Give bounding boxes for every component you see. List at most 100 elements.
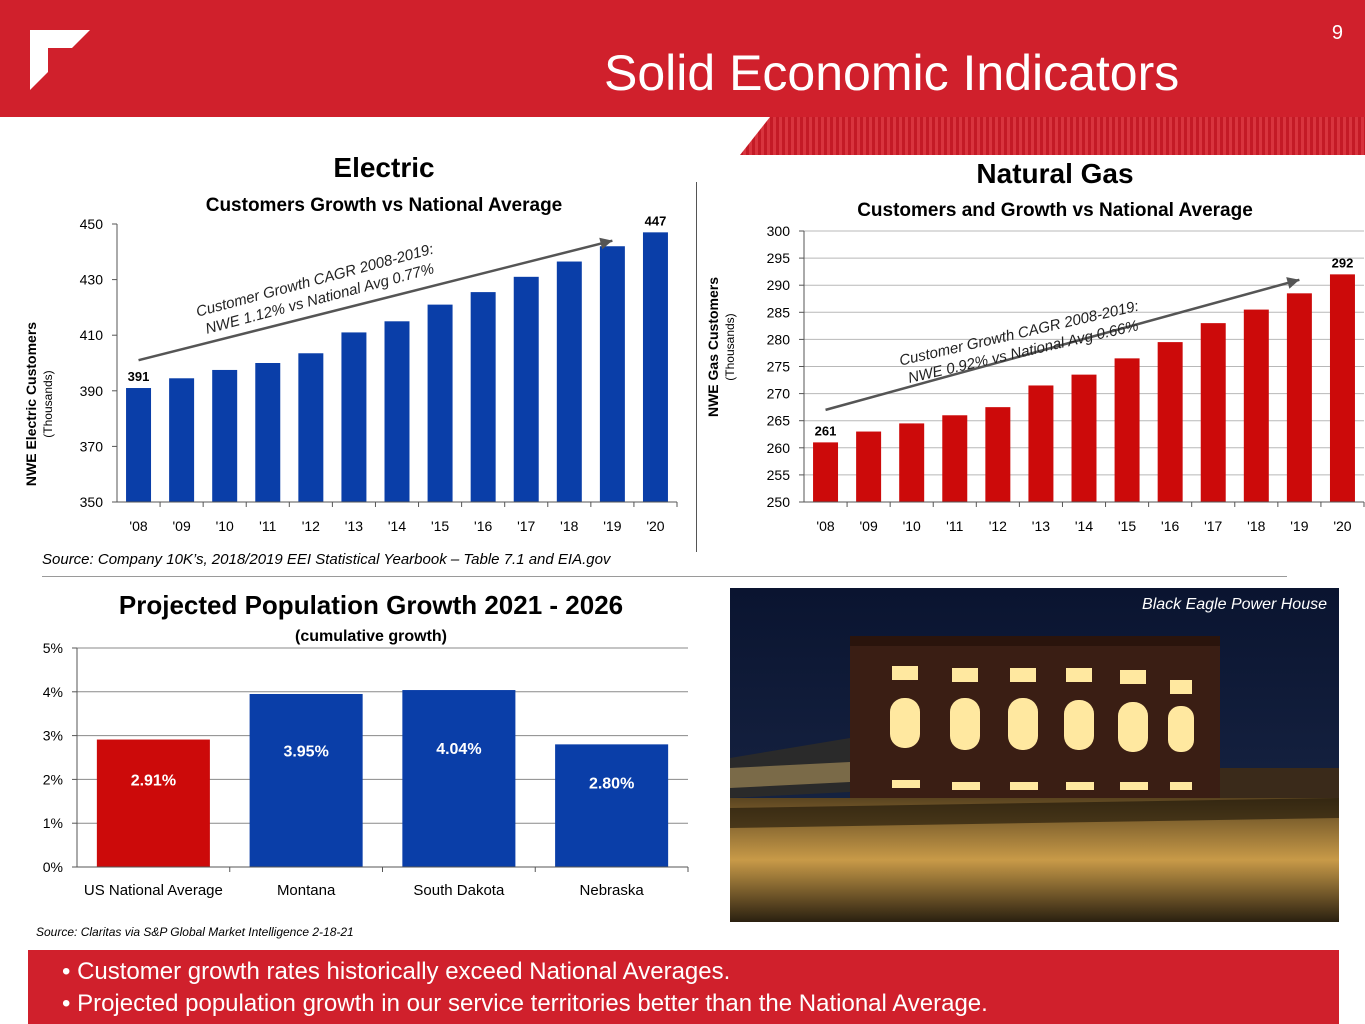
gas-y-tick-label: 280 (767, 331, 791, 347)
gas-x-tick-label: '20 (1333, 518, 1351, 534)
electric-trend-arrow-line (138, 239, 613, 362)
electric-bar (212, 369, 238, 502)
population-y-tick-label: 1% (43, 815, 63, 831)
gas-y-tick-label: 295 (767, 250, 791, 266)
gas-y-axis-sublabel: (Thousands) (723, 313, 737, 380)
gas-bar (1028, 385, 1054, 502)
population-chart-title: Projected Population Growth 2021 - 2026 (119, 590, 623, 620)
population-bar (96, 739, 210, 867)
gas-y-tick-label: 250 (767, 494, 791, 510)
population-bar-value-label: 2.91% (131, 772, 176, 789)
electric-bar (642, 232, 668, 502)
electric-bar (255, 363, 281, 502)
electric-x-tick-label: '18 (560, 518, 578, 534)
gas-chart: Natural Gas Customers and Growth vs Nati… (705, 158, 1365, 534)
gas-x-tick-label: '08 (816, 518, 834, 534)
electric-bar (126, 388, 152, 502)
gas-data-label: 261 (815, 423, 837, 438)
electric-bar (599, 246, 625, 502)
population-bar (249, 693, 363, 867)
gas-x-tick-label: '18 (1247, 518, 1265, 534)
chart-divider (696, 182, 697, 552)
customers-source-note: Source: Company 10K’s, 2018/2019 EEI Sta… (42, 551, 611, 568)
gas-x-tick-label: '15 (1118, 518, 1136, 534)
gas-bar (1286, 293, 1312, 502)
electric-trend-arrow-head (599, 237, 613, 250)
electric-x-tick-label: '16 (474, 518, 492, 534)
electric-chart-subtitle: Customers Growth vs National Average (206, 195, 563, 216)
population-y-tick-label: 3% (43, 728, 63, 744)
summary-bullet-2: • Projected population growth in our ser… (62, 990, 988, 1017)
electric-x-tick-label: '09 (172, 518, 190, 534)
population-chart: Projected Population Growth 2021 - 2026 … (43, 590, 689, 899)
header-bar: 9 Solid Economic Indicators (0, 0, 1365, 117)
electric-x-tick-label: '14 (388, 518, 406, 534)
electric-y-tick-label: 430 (80, 272, 104, 288)
gas-x-tick-label: '12 (989, 518, 1007, 534)
electric-bar (384, 321, 410, 502)
electric-y-tick-label: 390 (80, 383, 104, 399)
electric-y-tick-label: 450 (80, 216, 104, 232)
gas-x-tick-label: '10 (903, 518, 921, 534)
gas-chart-subtitle: Customers and Growth vs National Average (857, 200, 1253, 221)
electric-bar (470, 292, 496, 502)
electric-data-label: 391 (128, 369, 150, 384)
population-bar (555, 744, 669, 867)
slide-title: Solid Economic Indicators (604, 45, 1180, 101)
electric-bar (341, 332, 367, 502)
electric-y-tick-label: 350 (80, 494, 104, 510)
gas-y-tick-label: 285 (767, 304, 791, 320)
gas-x-tick-label: '09 (859, 518, 877, 534)
population-bar-value-label: 3.95% (283, 743, 328, 760)
electric-x-tick-label: '08 (129, 518, 147, 534)
gas-y-axis-label: NWE Gas Customers (705, 277, 721, 417)
electric-x-tick-label: '17 (517, 518, 535, 534)
electric-y-tick-label: 410 (80, 327, 104, 343)
population-x-tick-label: US National Average (84, 882, 223, 899)
gas-bar (856, 431, 882, 502)
gas-trend-arrow-head (1286, 277, 1300, 289)
gas-bar (1071, 374, 1097, 502)
electric-x-tick-label: '13 (345, 518, 363, 534)
population-y-tick-label: 4% (43, 684, 63, 700)
gas-bar (899, 423, 925, 502)
gas-x-tick-label: '19 (1290, 518, 1308, 534)
gas-trend-arrow-line (825, 278, 1300, 412)
electric-bar (427, 304, 453, 502)
gas-x-tick-label: '13 (1032, 518, 1050, 534)
gas-y-tick-label: 275 (767, 359, 791, 375)
gas-y-tick-label: 260 (767, 440, 791, 456)
electric-chart: Electric Customers Growth vs National Av… (23, 152, 678, 534)
gas-x-tick-label: '11 (946, 518, 963, 534)
gas-bar (942, 415, 968, 502)
population-y-tick-label: 5% (43, 640, 63, 656)
gas-x-tick-label: '14 (1075, 518, 1093, 534)
electric-chart-title: Electric (333, 152, 434, 183)
gas-x-tick-label: '17 (1204, 518, 1222, 534)
electric-x-tick-label: '19 (603, 518, 621, 534)
gas-trend-annotation: Customer Growth CAGR 2008-2019: NWE 0.92… (898, 298, 1141, 387)
population-x-tick-label: Montana (277, 882, 336, 899)
gas-y-tick-label: 255 (767, 467, 791, 483)
company-logo-icon (30, 30, 90, 90)
gas-data-label: 292 (1332, 255, 1354, 270)
gas-bar (1157, 342, 1183, 502)
population-x-tick-label: Nebraska (580, 882, 645, 899)
power-house-illustration (730, 588, 1339, 922)
electric-bar (556, 261, 582, 502)
gas-bar (1114, 358, 1140, 502)
electric-bar (169, 378, 195, 502)
electric-x-tick-label: '10 (216, 518, 234, 534)
summary-box: • Customer growth rates historically exc… (28, 950, 1339, 1024)
electric-y-axis-sublabel: (Thousands) (41, 370, 55, 437)
gas-y-tick-label: 300 (767, 223, 791, 239)
electric-x-tick-label: '20 (646, 518, 664, 534)
gas-bar (1200, 323, 1226, 502)
gas-chart-title: Natural Gas (976, 158, 1133, 189)
population-x-tick-label: South Dakota (413, 882, 505, 899)
population-y-tick-label: 0% (43, 859, 63, 875)
summary-bullet-1: • Customer growth rates historically exc… (62, 958, 731, 985)
electric-y-tick-label: 370 (80, 438, 104, 454)
section-divider (42, 576, 1287, 577)
gas-y-tick-label: 265 (767, 413, 791, 429)
